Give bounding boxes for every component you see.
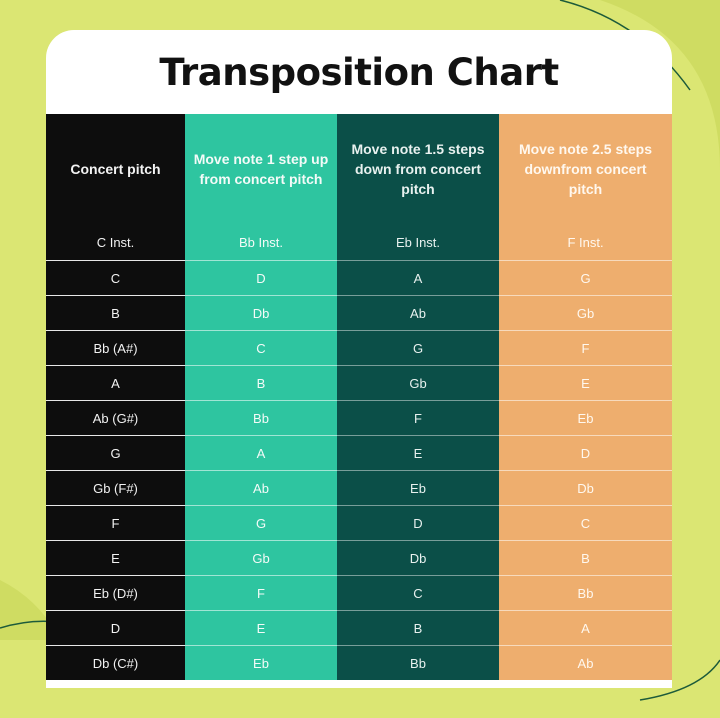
bb-instrument-cell: Bb Inst. <box>185 224 337 261</box>
eb-instrument-cell: C <box>337 575 499 611</box>
f-instrument-cell: Ab <box>499 645 672 680</box>
f-instrument-cell: B <box>499 540 672 576</box>
concert-pitch-cell: Eb (D#) <box>46 575 185 611</box>
f-instrument-cell: G <box>499 260 672 296</box>
table-row: Gb (F#) Ab Eb Db <box>46 470 672 506</box>
eb-instrument-cell: G <box>337 330 499 366</box>
bb-instrument-cell: F <box>185 575 337 611</box>
bb-instrument-cell: Bb <box>185 400 337 436</box>
concert-pitch-cell: D <box>46 610 185 646</box>
f-instrument-cell: A <box>499 610 672 646</box>
eb-instrument-cell: Db <box>337 540 499 576</box>
eb-instrument-cell: E <box>337 435 499 471</box>
table-row: Ab (G#) Bb F Eb <box>46 400 672 436</box>
table-row: Db (C#) Eb Bb Ab <box>46 645 672 680</box>
f-instrument-cell: E <box>499 365 672 401</box>
eb-instrument-cell: Gb <box>337 365 499 401</box>
concert-pitch-cell: F <box>46 505 185 541</box>
f-instrument-cell: Gb <box>499 295 672 331</box>
bb-instrument-cell: Gb <box>185 540 337 576</box>
eb-instrument-cell: F <box>337 400 499 436</box>
eb-instrument-cell: Bb <box>337 645 499 680</box>
header-bb-instrument: Move note 1 step up from concert pitch <box>185 114 337 224</box>
f-instrument-cell: F <box>499 330 672 366</box>
bb-instrument-cell: D <box>185 260 337 296</box>
bb-instrument-cell: Eb <box>185 645 337 680</box>
bb-instrument-cell: C <box>185 330 337 366</box>
concert-pitch-cell: Bb (A#) <box>46 330 185 366</box>
table-row: Eb (D#) F C Bb <box>46 575 672 611</box>
eb-instrument-cell: B <box>337 610 499 646</box>
bb-instrument-cell: Ab <box>185 470 337 506</box>
bb-instrument-cell: A <box>185 435 337 471</box>
table-row: B Db Ab Gb <box>46 295 672 331</box>
f-instrument-cell: C <box>499 505 672 541</box>
concert-pitch-cell: Ab (G#) <box>46 400 185 436</box>
table-row: Bb (A#) C G F <box>46 330 672 366</box>
header-row: Concert pitch Move note 1 step up from c… <box>46 114 672 224</box>
header-concert-pitch: Concert pitch <box>46 114 185 224</box>
f-instrument-cell: Eb <box>499 400 672 436</box>
eb-instrument-cell: Eb Inst. <box>337 224 499 261</box>
header-f-instrument: Move note 2.5 steps downfrom concert pit… <box>499 114 672 224</box>
concert-pitch-cell: A <box>46 365 185 401</box>
bb-instrument-cell: Db <box>185 295 337 331</box>
header-eb-instrument: Move note 1.5 steps down from concert pi… <box>337 114 499 224</box>
concert-pitch-cell: G <box>46 435 185 471</box>
bb-instrument-cell: E <box>185 610 337 646</box>
table-row: A B Gb E <box>46 365 672 401</box>
concert-pitch-cell: B <box>46 295 185 331</box>
bb-instrument-cell: B <box>185 365 337 401</box>
concert-pitch-cell: Db (C#) <box>46 645 185 680</box>
concert-pitch-cell: E <box>46 540 185 576</box>
eb-instrument-cell: D <box>337 505 499 541</box>
chart-card: Transposition Chart Concert pitch Move n… <box>46 30 672 688</box>
f-instrument-cell: Db <box>499 470 672 506</box>
bb-instrument-cell: G <box>185 505 337 541</box>
eb-instrument-cell: A <box>337 260 499 296</box>
concert-pitch-cell: C <box>46 260 185 296</box>
chart-title: Transposition Chart <box>159 50 559 94</box>
transposition-table: Concert pitch Move note 1 step up from c… <box>46 114 672 680</box>
table-row: E Gb Db B <box>46 540 672 576</box>
eb-instrument-cell: Ab <box>337 295 499 331</box>
concert-pitch-cell: C Inst. <box>46 224 185 261</box>
table-body: C Inst. Bb Inst. Eb Inst. F Inst. C D A G B Db Ab G… <box>46 224 672 680</box>
f-instrument-cell: Bb <box>499 575 672 611</box>
f-instrument-cell: F Inst. <box>499 224 672 261</box>
eb-instrument-cell: Eb <box>337 470 499 506</box>
table-row: C Inst. Bb Inst. Eb Inst. F Inst. <box>46 224 672 261</box>
f-instrument-cell: D <box>499 435 672 471</box>
concert-pitch-cell: Gb (F#) <box>46 470 185 506</box>
